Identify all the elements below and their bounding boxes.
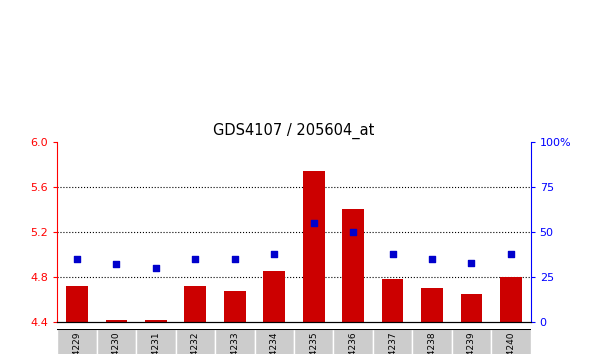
Text: GSM544230: GSM544230 (112, 331, 121, 354)
Point (112, 262, 121, 267)
Point (427, 256, 437, 262)
Bar (343, 209, 364, 322)
Bar (421, 288, 443, 322)
Bar (224, 291, 245, 322)
Bar (500, 277, 522, 322)
Text: GSM544238: GSM544238 (428, 331, 437, 354)
Bar (412, 329, 452, 354)
Text: GSM544232: GSM544232 (191, 331, 200, 354)
Point (467, 260, 476, 266)
Bar (136, 329, 175, 354)
Bar (145, 320, 167, 322)
Text: GSM544240: GSM544240 (507, 331, 516, 354)
Text: GSM544231: GSM544231 (151, 331, 160, 354)
Bar (264, 272, 285, 322)
Text: GSM544235: GSM544235 (309, 331, 318, 354)
Point (349, 229, 358, 235)
Bar (452, 329, 491, 354)
Bar (254, 329, 294, 354)
Bar (333, 329, 373, 354)
Text: GSM544237: GSM544237 (388, 331, 397, 354)
Bar (96, 329, 136, 354)
Text: GSM544233: GSM544233 (230, 331, 239, 354)
Bar (215, 329, 254, 354)
Bar (66, 286, 88, 322)
Point (191, 256, 200, 262)
Point (72, 256, 82, 262)
Bar (294, 329, 333, 354)
Bar (461, 294, 482, 322)
Bar (185, 286, 206, 322)
Bar (382, 279, 403, 322)
Point (270, 251, 279, 256)
Text: GSM544236: GSM544236 (349, 331, 358, 354)
Bar (373, 329, 412, 354)
Point (388, 251, 397, 256)
Point (506, 251, 516, 256)
Bar (303, 171, 324, 322)
Point (151, 265, 161, 271)
Bar (106, 320, 127, 322)
Text: GSM544234: GSM544234 (270, 331, 279, 354)
Text: GSM544229: GSM544229 (72, 331, 81, 354)
Text: GSM544239: GSM544239 (467, 331, 476, 354)
Point (230, 256, 239, 262)
Bar (491, 329, 531, 354)
Title: GDS4107 / 205604_at: GDS4107 / 205604_at (213, 122, 374, 139)
Point (309, 220, 318, 226)
Bar (175, 329, 215, 354)
Bar (57, 329, 96, 354)
